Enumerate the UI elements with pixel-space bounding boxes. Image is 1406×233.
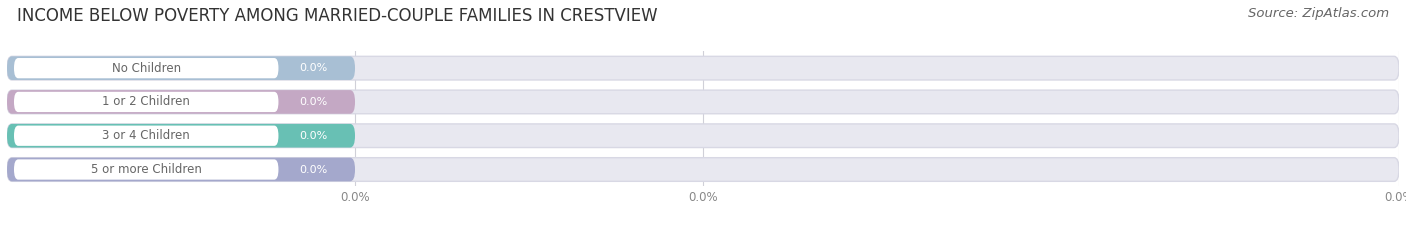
Text: No Children: No Children: [111, 62, 181, 75]
FancyBboxPatch shape: [7, 56, 354, 80]
Text: 0.0%: 0.0%: [299, 131, 328, 141]
FancyBboxPatch shape: [14, 126, 278, 146]
Text: 3 or 4 Children: 3 or 4 Children: [103, 129, 190, 142]
Text: Source: ZipAtlas.com: Source: ZipAtlas.com: [1249, 7, 1389, 20]
FancyBboxPatch shape: [7, 158, 1399, 181]
FancyBboxPatch shape: [7, 56, 1399, 80]
FancyBboxPatch shape: [7, 90, 354, 114]
FancyBboxPatch shape: [14, 92, 278, 112]
FancyBboxPatch shape: [7, 158, 354, 181]
Text: 0.0%: 0.0%: [299, 97, 328, 107]
FancyBboxPatch shape: [7, 124, 1399, 147]
FancyBboxPatch shape: [14, 159, 278, 180]
FancyBboxPatch shape: [14, 58, 278, 78]
Text: 0.0%: 0.0%: [299, 164, 328, 175]
Text: 0.0%: 0.0%: [299, 63, 328, 73]
FancyBboxPatch shape: [7, 124, 354, 147]
Text: 5 or more Children: 5 or more Children: [91, 163, 201, 176]
FancyBboxPatch shape: [7, 90, 1399, 114]
Text: 1 or 2 Children: 1 or 2 Children: [103, 96, 190, 108]
Text: INCOME BELOW POVERTY AMONG MARRIED-COUPLE FAMILIES IN CRESTVIEW: INCOME BELOW POVERTY AMONG MARRIED-COUPL…: [17, 7, 658, 25]
